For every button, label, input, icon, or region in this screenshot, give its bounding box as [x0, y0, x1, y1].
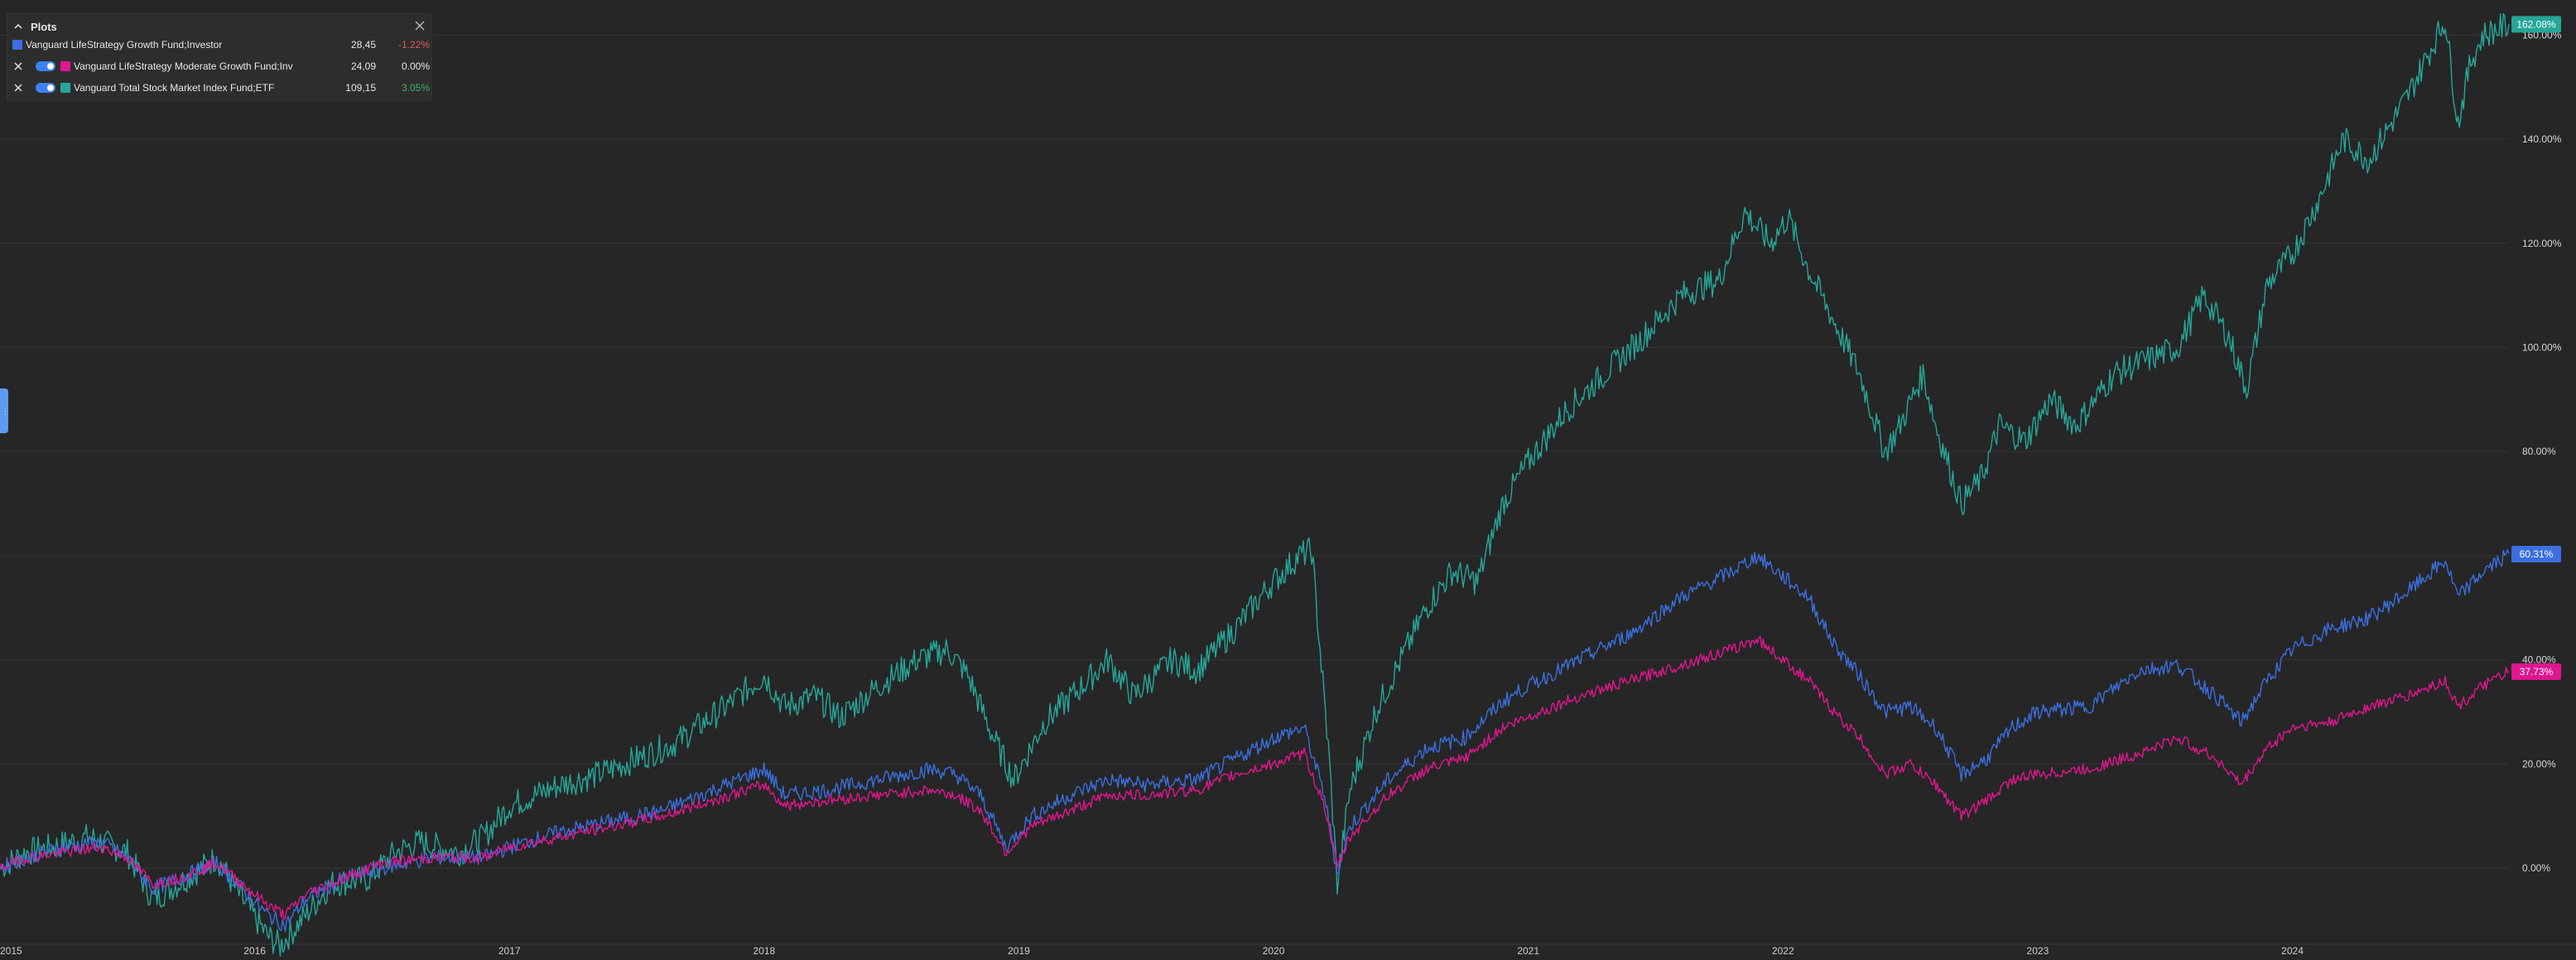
last-value-label: 60.31% — [2520, 548, 2554, 560]
series-color-swatch — [60, 61, 70, 71]
series-change: 3.05% — [401, 82, 430, 94]
series-color-swatch — [12, 40, 22, 50]
x-tick-label: 2022 — [1772, 945, 1794, 957]
legend-title: Plots — [31, 20, 57, 33]
x-axis: 2015 2016 2017 2018 2019 2020 2021 2022 2023 2024 — [0, 945, 2304, 957]
last-value-badge — [2511, 545, 2561, 562]
chevron-up-icon[interactable] — [12, 21, 24, 32]
last-value-label: 162.08% — [2516, 18, 2556, 30]
series-name: Vanguard LifeStrategy Moderate Growth Fu… — [74, 60, 293, 72]
last-value-badge — [2511, 16, 2561, 33]
last-value-badge — [2511, 663, 2561, 680]
series-name: Vanguard Total Stock Market Index Fund;E… — [74, 82, 275, 94]
y-tick-label: 140.00% — [2522, 133, 2562, 145]
series-change: -1.22% — [397, 39, 430, 51]
x-tick-label: 2015 — [0, 945, 22, 957]
legend-row-moderate[interactable]: Vanguard LifeStrategy Moderate Growth Fu… — [7, 57, 431, 75]
series-value: 28,45 — [350, 39, 376, 51]
close-icon[interactable] — [12, 82, 24, 94]
x-tick-label: 2023 — [2027, 945, 2049, 957]
series-value: 24,09 — [350, 60, 376, 72]
series-name: Vanguard LifeStrategy Growth Fund;Invest… — [26, 39, 223, 51]
x-tick-label: 2019 — [1008, 945, 1030, 957]
series-value: 109,15 — [345, 82, 376, 94]
y-tick-label: 120.00% — [2522, 238, 2562, 249]
close-icon[interactable] — [413, 19, 426, 32]
x-tick-label: 2017 — [498, 945, 521, 957]
x-tick-label: 2020 — [1263, 945, 1285, 957]
side-panel-tab[interactable]: ⋮ — [0, 388, 9, 433]
gridlines — [0, 34, 2576, 945]
series-color-swatch — [60, 83, 70, 93]
legend-header[interactable]: Plots — [12, 18, 57, 35]
series-change: 0.00% — [401, 60, 430, 72]
x-tick-label: 2021 — [1517, 945, 1539, 957]
visibility-toggle[interactable] — [36, 61, 55, 71]
legend-row-growth[interactable]: Vanguard LifeStrategy Growth Fund;Invest… — [7, 36, 431, 54]
x-tick-label: 2024 — [2281, 945, 2304, 957]
series-line — [0, 635, 2510, 920]
close-icon[interactable] — [12, 60, 24, 72]
series-line — [0, 549, 2510, 933]
y-tick-label: 100.00% — [2522, 342, 2562, 354]
x-tick-label: 2016 — [243, 945, 266, 957]
x-tick-label: 2018 — [753, 945, 775, 957]
visibility-toggle[interactable] — [36, 83, 55, 93]
legend-row-total-stock[interactable]: Vanguard Total Stock Market Index Fund;E… — [7, 79, 431, 97]
plots-legend: Plots Vanguard LifeStrategy Growth Fund;… — [7, 13, 432, 101]
drag-handle-icon: ⋮ — [2, 407, 9, 415]
y-tick-label: 80.00% — [2522, 446, 2556, 457]
last-value-badges: 162.08% 60.31% 37.73% — [2511, 16, 2561, 680]
last-value-label: 37.73% — [2520, 666, 2554, 678]
series-line — [0, 12, 2510, 957]
y-tick-label: 40.00% — [2522, 654, 2556, 666]
series-layer — [0, 12, 2510, 957]
y-axis: 0.00%20.00%40.00%60.00%80.00%100.00%120.… — [2522, 29, 2562, 874]
toggle-knob — [47, 63, 54, 70]
y-tick-label: 20.00% — [2522, 758, 2556, 769]
y-tick-label: 0.00% — [2522, 862, 2550, 874]
toggle-knob — [47, 84, 54, 91]
